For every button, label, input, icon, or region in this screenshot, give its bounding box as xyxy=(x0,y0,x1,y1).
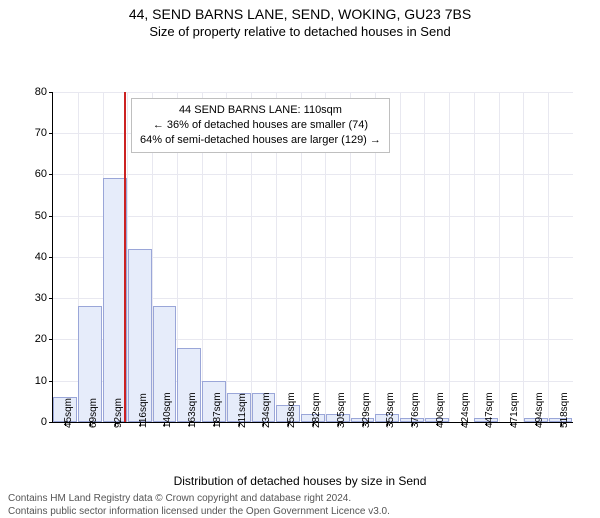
x-tick-label: 447sqm xyxy=(484,392,495,428)
x-tick-label: 45sqm xyxy=(63,398,74,428)
y-tick-label: 30 xyxy=(35,292,53,304)
x-tick-label: 92sqm xyxy=(113,398,124,428)
x-tick-label: 518sqm xyxy=(559,392,570,428)
reference-line xyxy=(124,92,126,422)
attribution: Contains HM Land Registry data © Crown c… xyxy=(0,492,600,518)
attribution-line: Contains HM Land Registry data © Crown c… xyxy=(8,492,592,505)
y-tick-label: 60 xyxy=(35,168,53,180)
gridline-v xyxy=(523,92,524,422)
gridline-v xyxy=(548,92,549,422)
x-tick-label: 376sqm xyxy=(410,392,421,428)
page-title: 44, SEND BARNS LANE, SEND, WOKING, GU23 … xyxy=(0,0,600,24)
x-axis-label: Distribution of detached houses by size … xyxy=(0,474,600,488)
gridline-h xyxy=(53,92,573,93)
plot-area: 0102030405060708045sqm69sqm92sqm116sqm14… xyxy=(52,92,573,423)
x-tick-label: 140sqm xyxy=(162,392,173,428)
x-tick-label: 211sqm xyxy=(237,393,248,428)
x-tick-label: 116sqm xyxy=(138,393,149,428)
x-tick-label: 234sqm xyxy=(261,392,272,428)
legend-line: 64% of semi-detached houses are larger (… xyxy=(140,133,381,148)
x-tick-label: 400sqm xyxy=(435,392,446,428)
y-tick-label: 40 xyxy=(35,251,53,263)
y-tick-label: 0 xyxy=(41,416,53,428)
page-subtitle: Size of property relative to detached ho… xyxy=(0,24,600,44)
x-tick-label: 471sqm xyxy=(509,392,520,428)
gridline-v xyxy=(449,92,450,422)
gridline-v xyxy=(424,92,425,422)
y-tick-label: 10 xyxy=(35,375,53,387)
legend-line: 44 SEND BARNS LANE: 110sqm xyxy=(140,103,381,118)
attribution-line: Contains public sector information licen… xyxy=(8,505,592,518)
gridline-v xyxy=(474,92,475,422)
x-tick-label: 69sqm xyxy=(88,398,99,428)
gridline-v xyxy=(499,92,500,422)
x-tick-label: 258sqm xyxy=(286,392,297,428)
x-tick-label: 282sqm xyxy=(311,392,322,428)
x-tick-label: 305sqm xyxy=(336,392,347,428)
x-tick-label: 187sqm xyxy=(212,392,223,428)
x-tick-label: 494sqm xyxy=(534,392,545,428)
y-tick-label: 20 xyxy=(35,333,53,345)
gridline-h xyxy=(53,174,573,175)
gridline-v xyxy=(400,92,401,422)
x-tick-label: 329sqm xyxy=(361,392,372,428)
x-tick-label: 424sqm xyxy=(460,392,471,428)
legend-box: 44 SEND BARNS LANE: 110sqm← 36% of detac… xyxy=(131,98,390,153)
y-tick-label: 50 xyxy=(35,210,53,222)
x-tick-label: 353sqm xyxy=(385,392,396,428)
histogram-chart: Number of detached properties 0102030405… xyxy=(0,44,600,472)
legend-line: ← 36% of detached houses are smaller (74… xyxy=(140,118,381,133)
gridline-h xyxy=(53,216,573,217)
y-tick-label: 70 xyxy=(35,127,53,139)
y-tick-label: 80 xyxy=(35,86,53,98)
x-tick-label: 163sqm xyxy=(187,392,198,428)
